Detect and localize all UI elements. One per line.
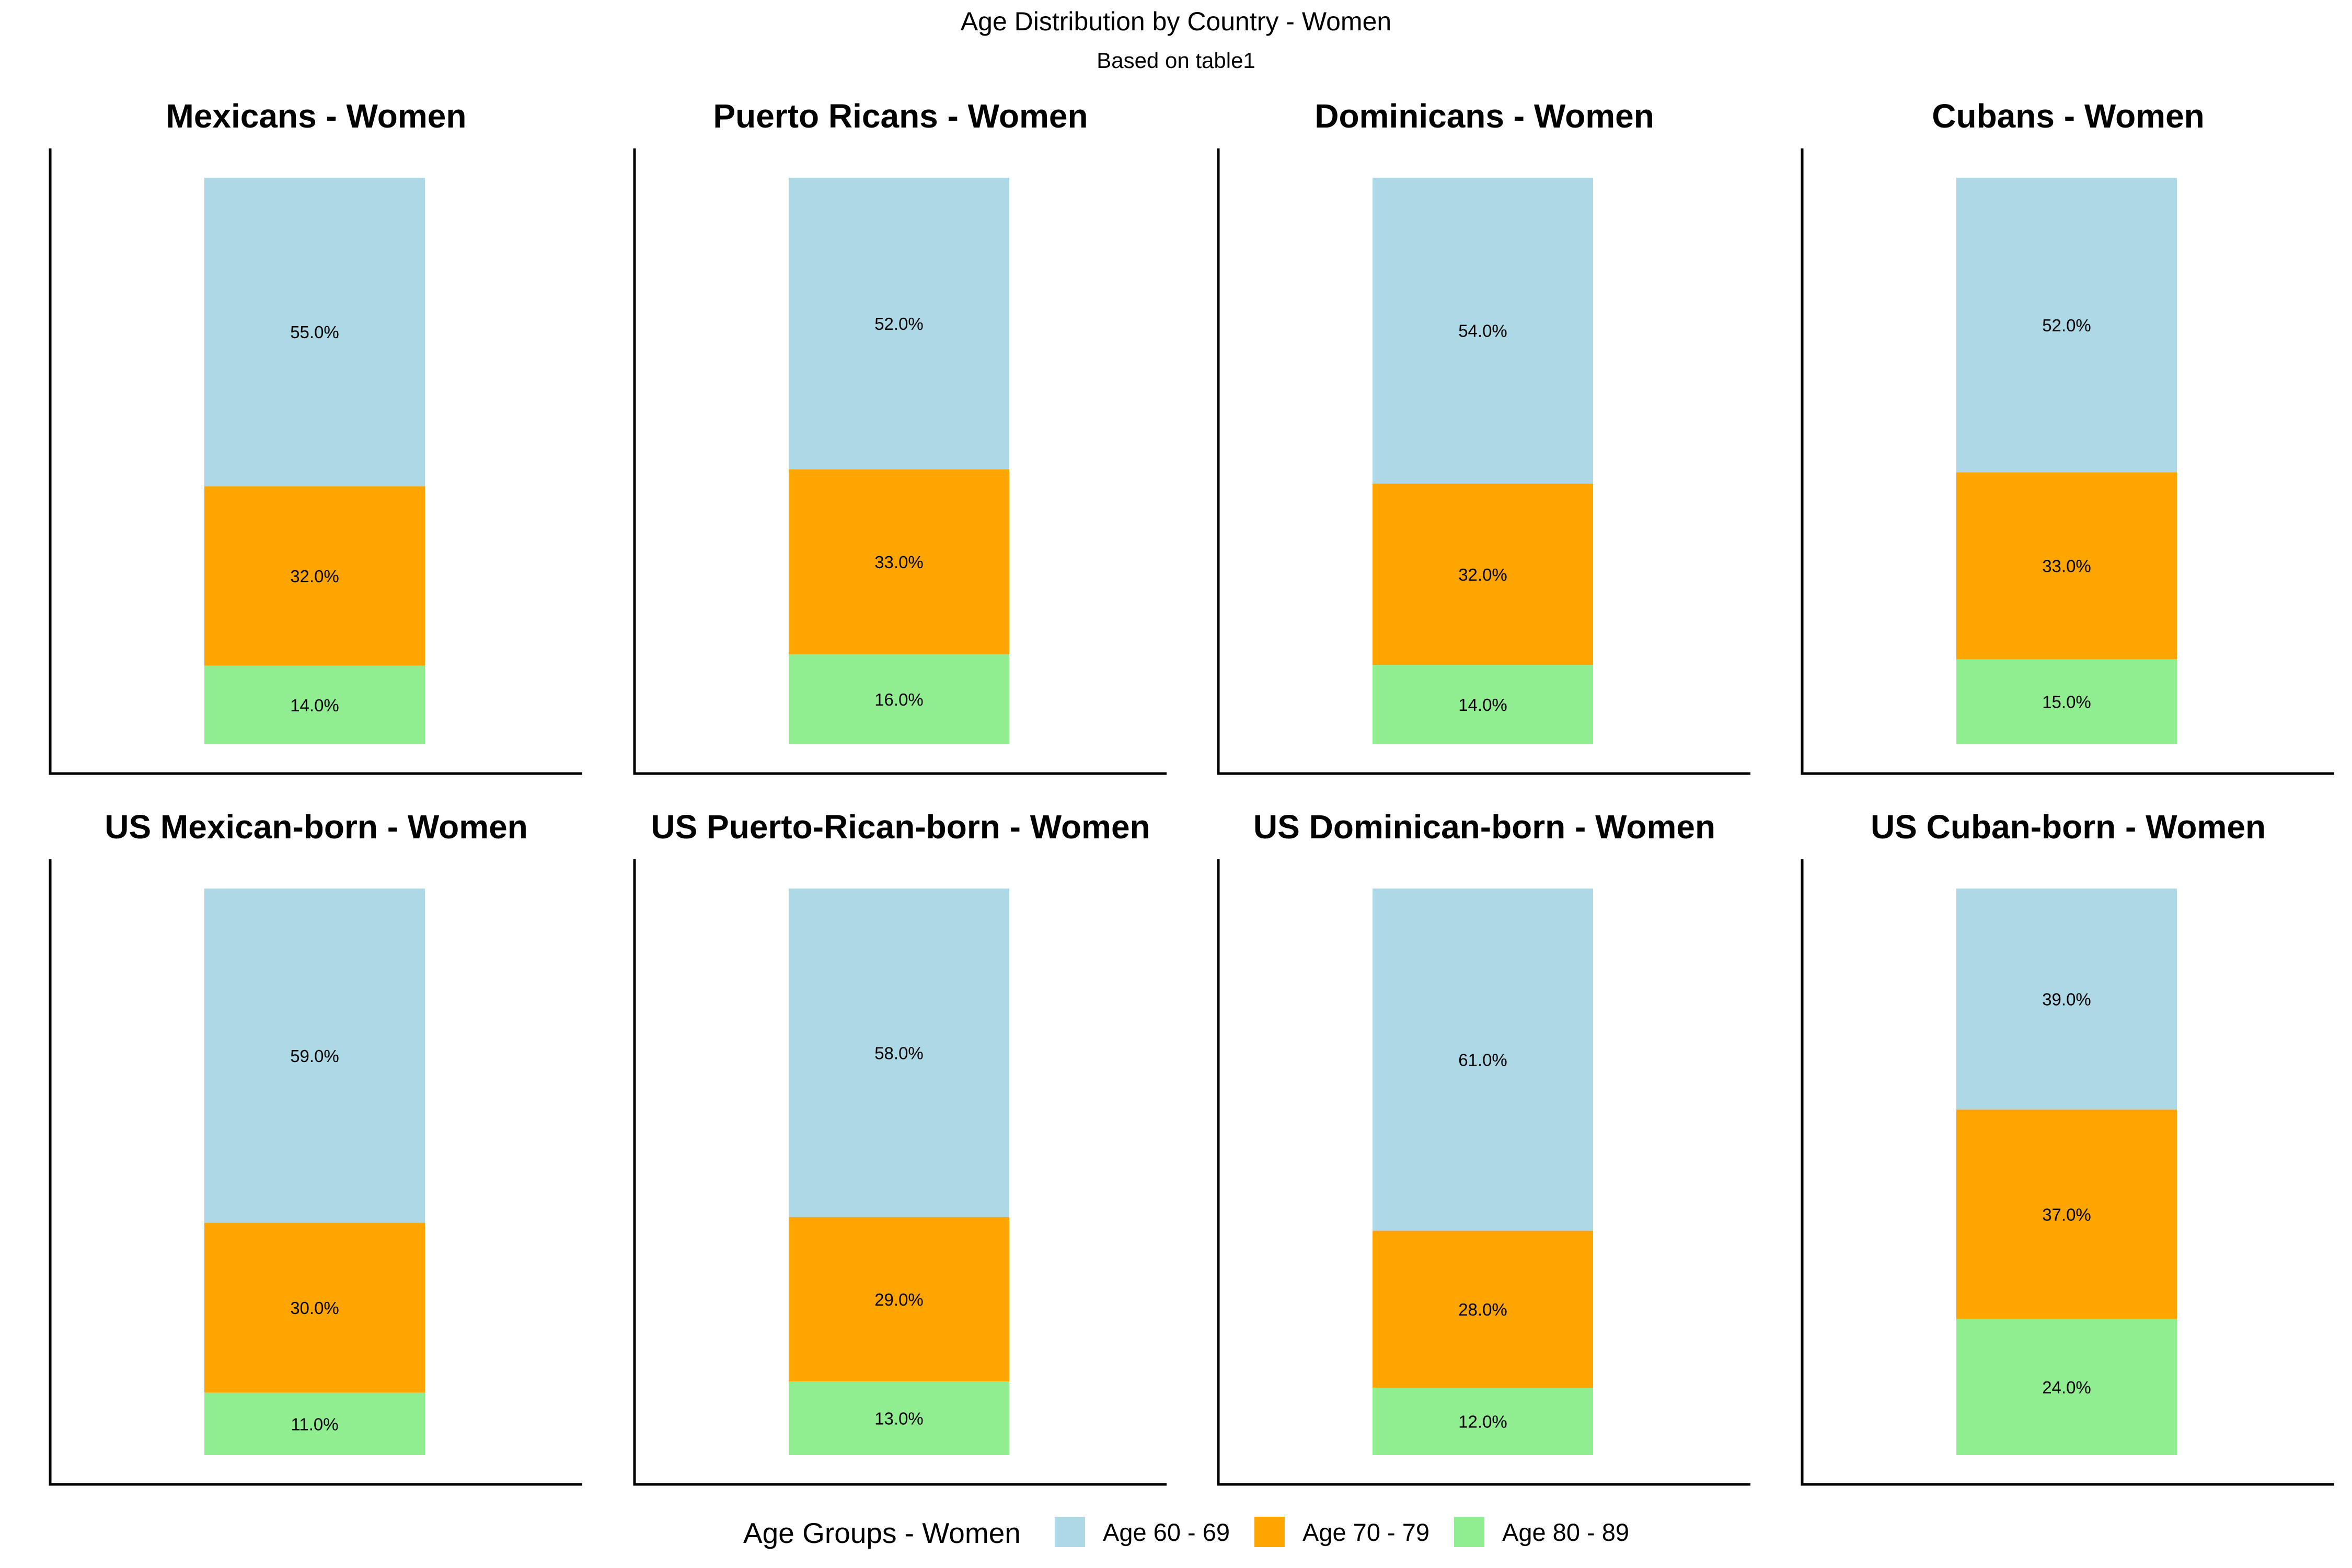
- data-label: 12.0%: [1458, 1412, 1507, 1432]
- legend-swatch: [1254, 1517, 1285, 1547]
- legend-title: Age Groups - Women: [743, 1517, 1021, 1549]
- panel-axes: [1801, 859, 2334, 1486]
- panel: Cubans - Women 52.0% 33.0% 15.0%: [1801, 97, 2334, 775]
- data-label: 33.0%: [874, 552, 924, 572]
- panel-axes: [49, 859, 582, 1486]
- data-label: 14.0%: [1458, 695, 1507, 714]
- legend: Age Groups - Women Age 60 - 69 Age 70 - 79…: [743, 1517, 1629, 1549]
- chart-title: Age Distribution by Country - Women: [961, 7, 1391, 36]
- data-label: 16.0%: [874, 690, 924, 709]
- panel: Dominicans - Women 54.0% 32.0% 14.0%: [1217, 97, 1750, 775]
- data-label: 28.0%: [1458, 1300, 1507, 1319]
- bar-segment-age-80-89: [204, 665, 425, 744]
- bar-segment-age-70-79: [1373, 1230, 1593, 1388]
- bar-segment-age-60-69: [789, 178, 1009, 470]
- data-label: 58.0%: [874, 1043, 924, 1063]
- data-label: 54.0%: [1458, 321, 1507, 341]
- data-label: 61.0%: [1458, 1050, 1507, 1069]
- data-label: 52.0%: [874, 314, 924, 333]
- panel: Mexicans - Women 55.0% 32.0% 14.0%: [49, 97, 582, 775]
- bar-segment-age-80-89: [1956, 659, 2177, 744]
- bar-segment-age-80-89: [789, 1381, 1009, 1455]
- bar-segment-age-80-89: [204, 1392, 425, 1455]
- bar-segment-age-70-79: [1373, 483, 1593, 665]
- data-label: 14.0%: [290, 696, 339, 715]
- bar-segment-age-60-69: [1956, 889, 2177, 1110]
- panel-axes: [1217, 859, 1750, 1486]
- panel: Puerto Ricans - Women 52.0% 33.0% 16.0%: [633, 97, 1167, 775]
- data-label: 37.0%: [2042, 1205, 2091, 1224]
- panel-axes: [633, 148, 1167, 775]
- bar-segment-age-70-79: [789, 1217, 1009, 1382]
- bar-segment-age-60-69: [789, 889, 1009, 1217]
- panel-title: US Dominican-born - Women: [1253, 808, 1715, 846]
- data-label: 55.0%: [290, 322, 339, 342]
- bar-segment-age-80-89: [1956, 1319, 2177, 1455]
- legend-label: Age 70 - 79: [1302, 1518, 1429, 1546]
- panel: US Dominican-born - Women 61.0% 28.0% 12.0%: [1217, 808, 1750, 1486]
- bar-segment-age-60-69: [204, 889, 425, 1223]
- panel: US Puerto-Rican-born - Women 58.0% 29.0% 13…: [633, 808, 1167, 1486]
- bar-segment-age-70-79: [1956, 472, 2177, 660]
- panel-title: Cubans - Women: [1932, 97, 2205, 135]
- legend-label: Age 60 - 69: [1103, 1518, 1230, 1546]
- panel-axes: [1217, 148, 1750, 775]
- legend-label: Age 80 - 89: [1502, 1518, 1629, 1546]
- bar-segment-age-80-89: [1373, 1388, 1593, 1455]
- panel-axes: [633, 859, 1167, 1486]
- bar-segment-age-70-79: [204, 1223, 425, 1393]
- bar-segment-age-60-69: [1373, 178, 1593, 484]
- data-label: 32.0%: [290, 567, 339, 586]
- panel-title: US Mexican-born - Women: [105, 808, 528, 846]
- data-label: 32.0%: [1458, 565, 1507, 584]
- panels-group: Mexicans - Women 55.0% 32.0% 14.0% Puerto Ri…: [49, 97, 2334, 1486]
- data-label: 59.0%: [290, 1046, 339, 1066]
- bar-segment-age-70-79: [1956, 1109, 2177, 1319]
- panel-title: US Cuban-born - Women: [1871, 808, 2266, 846]
- legend-swatch: [1055, 1517, 1085, 1547]
- panel-axes: [1801, 148, 2334, 775]
- data-label: 30.0%: [290, 1298, 339, 1318]
- bar-segment-age-60-69: [204, 178, 425, 487]
- legend-swatch: [1454, 1517, 1484, 1547]
- panel-title: Dominicans - Women: [1315, 97, 1654, 135]
- bar-segment-age-80-89: [1373, 665, 1593, 744]
- panel-axes: [49, 148, 582, 775]
- data-label: 29.0%: [874, 1290, 924, 1309]
- data-label: 11.0%: [291, 1414, 338, 1434]
- data-label: 39.0%: [2042, 989, 2091, 1009]
- panel: US Cuban-born - Women 39.0% 37.0% 24.0%: [1801, 808, 2334, 1486]
- bar-segment-age-60-69: [1373, 889, 1593, 1231]
- bar-segment-age-60-69: [1956, 178, 2177, 472]
- chart-subtitle: Based on table1: [1097, 48, 1255, 73]
- data-label: 24.0%: [2042, 1378, 2091, 1397]
- panel-title: Puerto Ricans - Women: [713, 97, 1088, 135]
- panel-title: Mexicans - Women: [166, 97, 467, 135]
- data-label: 13.0%: [874, 1409, 924, 1428]
- bar-segment-age-80-89: [789, 654, 1009, 744]
- data-label: 15.0%: [2042, 693, 2091, 712]
- bar-segment-age-70-79: [204, 486, 425, 666]
- panel: US Mexican-born - Women 59.0% 30.0% 11.0%: [49, 808, 582, 1486]
- bar-segment-age-70-79: [789, 469, 1009, 655]
- data-label: 52.0%: [2042, 316, 2091, 335]
- data-label: 33.0%: [2042, 557, 2091, 576]
- panel-title: US Puerto-Rican-born - Women: [651, 808, 1150, 846]
